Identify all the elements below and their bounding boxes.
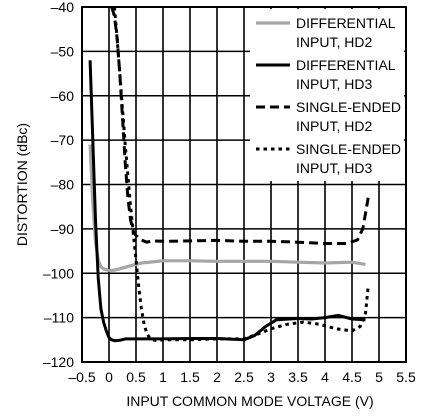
legend-label: SINGLE-ENDED bbox=[296, 141, 401, 157]
y-tick-label: –60 bbox=[51, 88, 75, 104]
y-tick-label: –110 bbox=[44, 310, 74, 326]
x-tick-label: 0 bbox=[105, 369, 113, 385]
y-tick-label: –70 bbox=[51, 132, 75, 148]
plot-frame bbox=[81, 6, 407, 363]
y-tick-label: –40 bbox=[51, 0, 75, 15]
series-line-3 bbox=[110, 7, 370, 245]
x-tick-label: 3 bbox=[267, 369, 275, 385]
x-tick-label: 3.5 bbox=[288, 369, 308, 385]
x-tick-label: 1.5 bbox=[180, 369, 200, 385]
y-tick-label: –50 bbox=[51, 43, 75, 59]
legend-label: INPUT, HD3 bbox=[296, 76, 372, 92]
x-tick-label: 4.5 bbox=[342, 369, 362, 385]
tick-labels: –0.5 0 0.5 1 1.5 2 2.5 3 3.5 4 4.5 5 5.5 –40 –50 –60 –70… bbox=[43, 0, 416, 385]
series-line-4 bbox=[112, 7, 370, 343]
plot-border bbox=[81, 6, 407, 363]
legend-label: DIFFERENTIAL bbox=[296, 57, 396, 73]
series-lines bbox=[88, 7, 370, 343]
legend-label: INPUT, HD2 bbox=[296, 34, 372, 50]
x-axis-title: INPUT COMMON MODE VOLTAGE (V) bbox=[126, 393, 373, 409]
x-tick-label: 5 bbox=[375, 369, 383, 385]
legend: DIFFERENTIAL INPUT, HD2 DIFFERENTIAL INPUT,… bbox=[250, 9, 404, 181]
y-tick-label: –90 bbox=[51, 221, 75, 237]
series-line-2 bbox=[88, 60, 366, 343]
x-tick-label: 4 bbox=[321, 369, 329, 385]
legend-label: SINGLE-ENDED bbox=[296, 99, 401, 115]
x-tick-label: 5.5 bbox=[396, 369, 416, 385]
legend-label: INPUT, HD3 bbox=[296, 160, 372, 176]
x-tick-label: 0.5 bbox=[126, 369, 146, 385]
y-tick-label: –120 bbox=[43, 354, 74, 370]
y-tick-label: –100 bbox=[43, 265, 74, 281]
x-tick-label: 1 bbox=[159, 369, 167, 385]
y-tick-label: –80 bbox=[51, 177, 75, 193]
legend-label: INPUT, HD2 bbox=[296, 118, 372, 134]
x-tick-label: 2 bbox=[213, 369, 221, 385]
legend-background bbox=[250, 9, 404, 181]
x-tick-label: 2.5 bbox=[234, 369, 254, 385]
y-axis-title: DISTORTION (dBc) bbox=[14, 123, 30, 246]
legend-label: DIFFERENTIAL bbox=[296, 15, 396, 31]
x-tick-label: –0.5 bbox=[68, 369, 95, 385]
